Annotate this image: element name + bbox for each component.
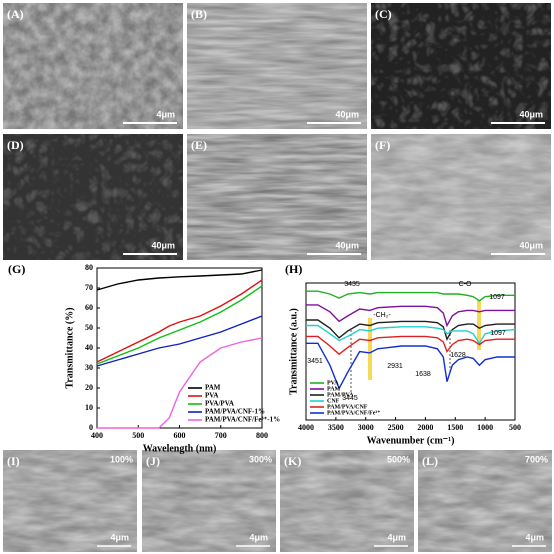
panel-label: (J): [146, 454, 160, 468]
sem-image: [3, 450, 137, 552]
x-tick-label: 500: [132, 431, 144, 440]
scale-label: 4μm: [110, 532, 129, 542]
x-tick-label: 700: [215, 431, 227, 440]
scale-label: 40μm: [335, 109, 359, 119]
y-tick-label: 0: [89, 423, 93, 432]
data-line: [306, 324, 516, 345]
y-tick-label: 10: [85, 403, 93, 412]
legend-label: CNF: [327, 398, 340, 404]
legend-label: PAM: [327, 386, 341, 392]
legend-label: PVA: [205, 392, 218, 400]
sem-image: [418, 450, 552, 552]
annotation: 1097: [490, 330, 506, 337]
scale-label: 40μm: [335, 240, 359, 250]
y-tick-label: 80: [85, 263, 93, 272]
plot-frame: [305, 282, 516, 421]
scale-label: 40μm: [519, 240, 543, 250]
legend-label: PAM/PVA/CNF/Fe³⁺: [327, 409, 380, 416]
sem-image: [371, 134, 551, 260]
x-tick-label: 3500: [328, 423, 344, 432]
sem-image: [3, 134, 183, 260]
plot-frame: [96, 267, 263, 429]
annotation: -CH₂-: [373, 312, 391, 319]
highlight-band: [368, 318, 372, 380]
panel-label: (D): [7, 138, 24, 152]
y-tick-label: 20: [85, 383, 93, 392]
annotation: 3445: [342, 395, 358, 402]
x-tick-label: 2500: [388, 423, 404, 432]
panel-label: (G): [8, 262, 25, 276]
strain-label: 500%: [387, 454, 410, 464]
x-tick-label: 4000: [298, 423, 314, 432]
x-tick-label: 600: [174, 431, 186, 440]
sem-image: [142, 450, 276, 552]
highlight-band: [477, 300, 481, 350]
annotation: 1638: [415, 371, 431, 378]
data-line: [306, 335, 515, 356]
scale-label: 4μm: [525, 532, 544, 542]
annotation: C-O: [459, 281, 472, 288]
y-tick-label: 70: [85, 283, 93, 292]
data-line: [96, 285, 263, 365]
y-axis-label: Transmittance (a.u.): [288, 308, 299, 395]
sem-image: [187, 134, 367, 260]
strain-label: 700%: [525, 454, 548, 464]
x-tick-label: 400: [91, 431, 103, 440]
data-line: [96, 279, 263, 363]
panel-label: (K): [284, 454, 301, 468]
y-tick-label: 30: [85, 363, 93, 372]
annotation: 3435: [344, 281, 360, 288]
data-line: [306, 304, 515, 328]
legend-label: PVA: [327, 380, 339, 386]
panel-label: (L): [422, 454, 438, 468]
data-line: [97, 337, 263, 429]
legend-label: PVA/PVA: [205, 400, 234, 408]
legend-label: PAM/PVA/CNF-1%: [205, 408, 265, 416]
sem-image: [280, 450, 414, 552]
scale-label: 4μm: [387, 532, 406, 542]
x-tick-label: 2000: [417, 423, 433, 432]
panel-label: (F): [375, 138, 390, 152]
y-tick-label: 50: [85, 323, 93, 332]
data-line: [96, 269, 263, 291]
x-tick-label: 1500: [447, 423, 463, 432]
sem-image: [3, 3, 183, 129]
y-tick-label: 60: [85, 303, 93, 312]
x-tick-label: 3000: [358, 423, 374, 432]
data-line: [96, 315, 263, 367]
legend-label: PAM/PVA/CNF/Fe³⁺-1%: [205, 416, 280, 424]
panel-label: (C): [375, 7, 392, 21]
data-line: [306, 342, 515, 391]
x-tick-label: 500: [509, 423, 521, 432]
x-tick-label: 800: [256, 431, 268, 440]
x-axis-label: Wavenumber (cm⁻¹): [367, 435, 455, 446]
legend-label: PAM: [205, 384, 221, 392]
legend-label: PAM/PVA: [327, 392, 354, 398]
scale-label: 4μm: [249, 532, 268, 542]
annotation: 3451: [307, 358, 323, 365]
panel-label: (E): [191, 138, 207, 152]
data-line: [306, 319, 515, 341]
y-axis-label: Transmittance (%): [64, 307, 75, 388]
annotation: 2931: [387, 363, 403, 370]
x-axis-label: Wavelength (nm): [143, 443, 217, 454]
x-tick-label: 1000: [477, 423, 493, 432]
sem-image: [187, 3, 367, 129]
panel-label: (H): [285, 262, 302, 276]
panel-label: (A): [7, 7, 24, 21]
sem-image: [371, 3, 551, 129]
scale-label: 40μm: [519, 109, 543, 119]
strain-label: 100%: [110, 454, 133, 464]
scale-label: 40μm: [151, 240, 175, 250]
annotation: 1628: [450, 352, 466, 359]
annotation: 1097: [489, 294, 505, 301]
data-line: [306, 290, 515, 302]
legend-label: PAM/PVA/CNF: [327, 404, 368, 410]
panel-label: (B): [191, 7, 207, 21]
panel-label: (I): [7, 454, 20, 468]
y-tick-label: 40: [85, 343, 93, 352]
strain-label: 300%: [249, 454, 272, 464]
scale-label: 4μm: [156, 109, 175, 119]
